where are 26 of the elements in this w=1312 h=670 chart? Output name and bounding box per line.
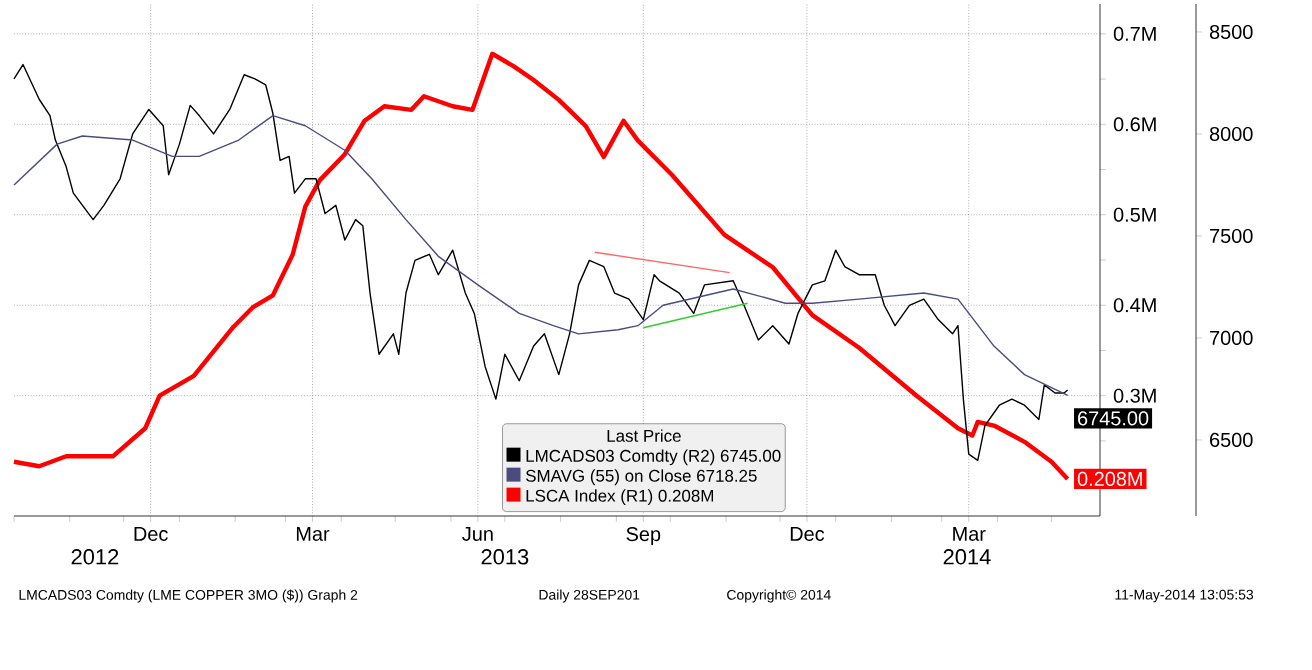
y2-tick-label: 7500 bbox=[1210, 228, 1253, 243]
x2-tick-label: 2012 bbox=[71, 549, 119, 565]
legend-label: LSCA Index (R1) 0.208M bbox=[526, 489, 714, 506]
x-tick-label: Mar bbox=[296, 527, 330, 541]
x2-tick-label: 2013 bbox=[481, 549, 529, 565]
data-label: 6745.00 bbox=[1078, 411, 1149, 426]
y-tick-label: 0.5M bbox=[1113, 207, 1156, 222]
y-tick-label: 0.3M bbox=[1113, 388, 1156, 403]
y-tick-label: 0.4M bbox=[1113, 298, 1156, 313]
legend-label: SMAVG (55) on Close 6718.25 bbox=[526, 469, 757, 486]
x-tick-label: Sep bbox=[626, 527, 661, 546]
y2-tick-label: 8000 bbox=[1209, 126, 1253, 141]
y2-tick-label: 7000 bbox=[1210, 330, 1253, 345]
data-label: 0.208M bbox=[1077, 471, 1142, 486]
x-tick-label: Jun bbox=[462, 527, 493, 541]
y2-tick-label: 8500 bbox=[1209, 24, 1253, 39]
x-tick-label: Dec bbox=[790, 527, 825, 541]
x2-tick-label: 2014 bbox=[943, 549, 991, 565]
y2-tick-label: 6500 bbox=[1210, 432, 1253, 447]
y-tick-label: 0.7M bbox=[1113, 26, 1156, 41]
legend-label: LMCADS03 Comdty (R2) 6745.00 bbox=[526, 449, 781, 466]
legend-title: Last Price bbox=[607, 429, 681, 442]
x-tick-label: Dec bbox=[134, 527, 168, 541]
x-tick-label: Mar bbox=[953, 527, 986, 541]
y-tick-label: 0.6M bbox=[1113, 117, 1156, 132]
line-series bbox=[13, 114, 1069, 397]
